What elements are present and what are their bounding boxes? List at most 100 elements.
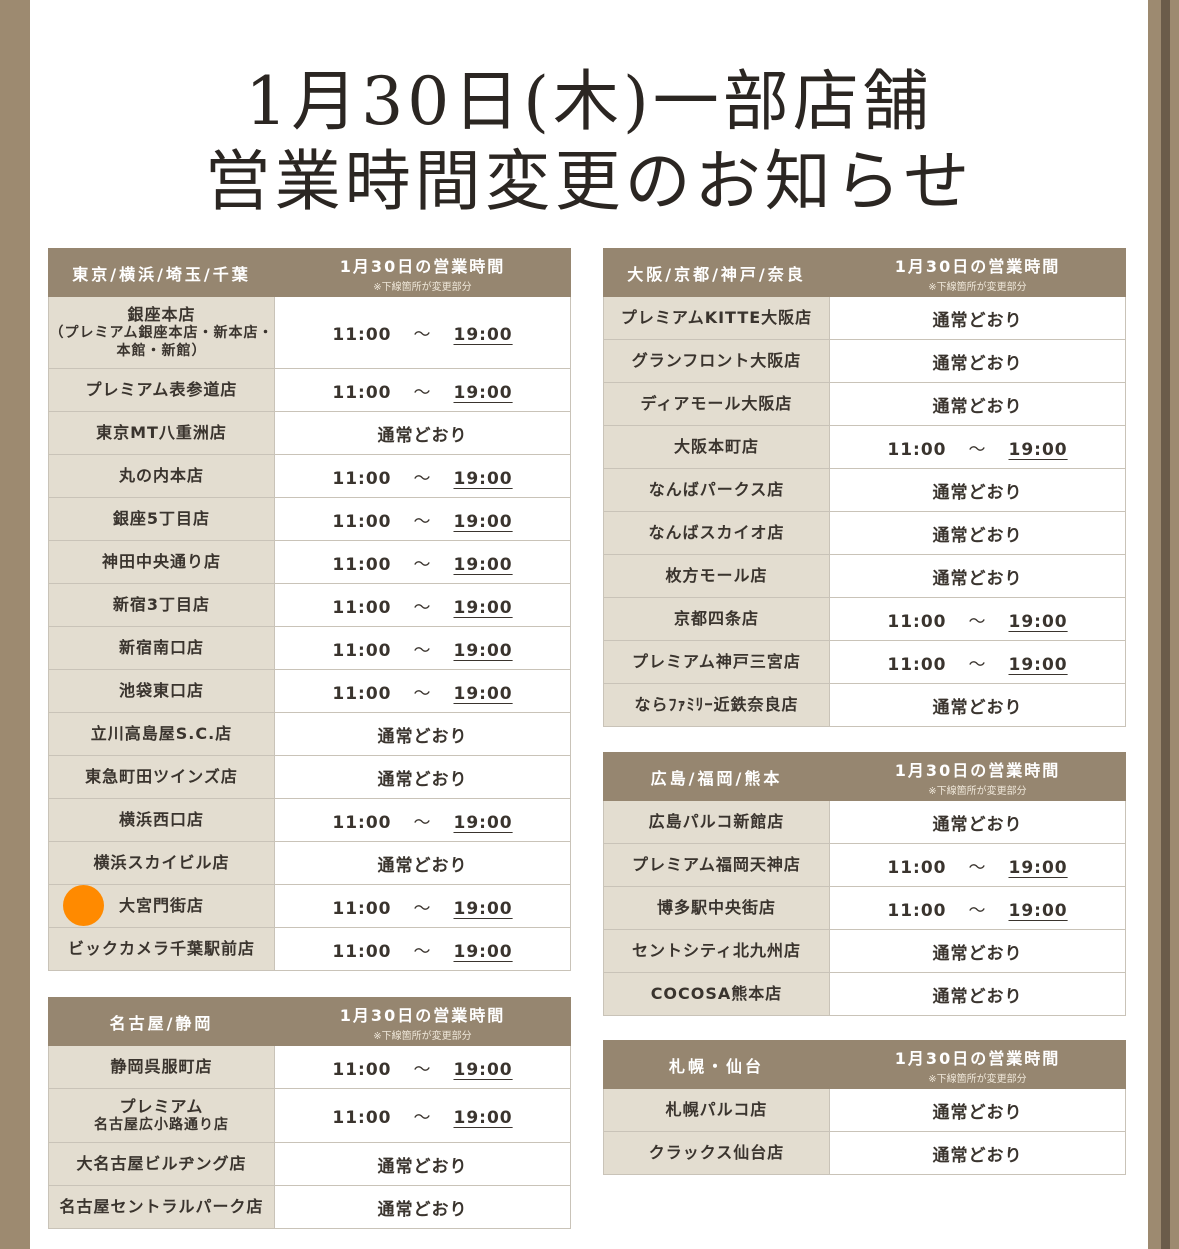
hours-header-note: ※下線箇所が変更部分 <box>928 281 1027 293</box>
store-name: なんばパークス店 <box>603 468 830 512</box>
store-name: プレミアムKITTE大阪店 <box>603 296 830 340</box>
store-hours: 11:00 〜 19:00 <box>274 927 571 971</box>
hours-header-note: ※下線箇所が変更部分 <box>373 1030 472 1042</box>
store-name: 博多駅中央街店 <box>603 886 830 930</box>
table-row: プレミアム 名古屋広小路通り店 11:00 〜 19:00 <box>48 1088 571 1143</box>
hours-header-note: ※下線箇所が変更部分 <box>928 1073 1027 1085</box>
open-time: 11:00 <box>887 900 947 921</box>
store-name: 丸の内本店 <box>48 454 275 498</box>
table-row: 札幌パルコ店 通常どおり <box>603 1088 1126 1132</box>
close-time-changed: 19:00 <box>453 554 513 575</box>
table-row: 横浜スカイビル店 通常どおり <box>48 841 571 885</box>
store-hours: 通常どおり <box>829 468 1126 512</box>
frame-stripe <box>1161 0 1170 1249</box>
time-separator: 〜 <box>413 554 432 575</box>
store-hours: 通常どおり <box>274 411 571 455</box>
open-time: 11:00 <box>332 468 392 489</box>
close-time-changed: 19:00 <box>1008 654 1068 675</box>
store-name: 静岡呉服町店 <box>48 1045 275 1089</box>
table-row: 新宿3丁目店 11:00 〜 19:00 <box>48 583 571 627</box>
store-name: 大阪本町店 <box>603 425 830 469</box>
table-row: プレミアム福岡天神店 11:00 〜 19:00 <box>603 843 1126 887</box>
table-row: 静岡呉服町店 11:00 〜 19:00 <box>48 1045 571 1089</box>
open-time: 11:00 <box>887 857 947 878</box>
store-name: ならﾌｧﾐﾘｰ近鉄奈良店 <box>603 683 830 727</box>
store-hours-table: 札幌・仙台 1月30日の営業時間 ※下線箇所が変更部分 札幌パルコ店 通常どおり クラック… <box>603 1040 1126 1175</box>
open-time: 11:00 <box>332 640 392 661</box>
store-name: なんばスカイオ店 <box>603 511 830 555</box>
store-hours: 11:00 〜 19:00 <box>829 425 1126 469</box>
table-row: なんばパークス店 通常どおり <box>603 468 1126 512</box>
hours-header: 1月30日の営業時間 ※下線箇所が変更部分 <box>829 752 1126 801</box>
open-time: 11:00 <box>332 898 392 919</box>
store-hours: 通常どおり <box>829 1088 1126 1132</box>
area-header: 札幌・仙台 <box>603 1040 830 1089</box>
store-hours: 11:00 〜 19:00 <box>274 669 571 713</box>
table-header-row: 名古屋/静岡 1月30日の営業時間 ※下線箇所が変更部分 <box>48 997 571 1046</box>
table-header-row: 広島/福岡/熊本 1月30日の営業時間 ※下線箇所が変更部分 <box>603 752 1126 801</box>
store-name: 銀座5丁目店 <box>48 497 275 541</box>
store-name: 銀座本店 （プレミアム銀座本店・新本店・本館・新館） <box>48 296 275 369</box>
store-hours: 通常どおり <box>274 841 571 885</box>
table-row: 新宿南口店 11:00 〜 19:00 <box>48 626 571 670</box>
time-separator: 〜 <box>968 439 987 460</box>
page-title-line2: 営業時間変更のお知らせ <box>204 143 974 220</box>
store-hours: 11:00 〜 19:00 <box>274 540 571 584</box>
store-name: プレミアム神戸三宮店 <box>603 640 830 684</box>
time-separator: 〜 <box>968 654 987 675</box>
close-time-changed: 19:00 <box>453 640 513 661</box>
store-name: 東京MT八重洲店 <box>48 411 275 455</box>
time-separator: 〜 <box>413 597 432 618</box>
store-hours: 11:00 〜 19:00 <box>274 884 571 928</box>
store-hours: 通常どおり <box>829 339 1126 383</box>
store-name: 枚方モール店 <box>603 554 830 598</box>
open-time: 11:00 <box>332 382 392 403</box>
time-separator: 〜 <box>968 857 987 878</box>
area-header: 大阪/京都/神戸/奈良 <box>603 248 830 297</box>
store-name: プレミアム表参道店 <box>48 368 275 412</box>
store-hours: 11:00 〜 19:00 <box>274 798 571 842</box>
store-name: 名古屋セントラルパーク店 <box>48 1185 275 1229</box>
close-time-changed: 19:00 <box>1008 439 1068 460</box>
open-time: 11:00 <box>332 941 392 962</box>
table-row: 神田中央通り店 11:00 〜 19:00 <box>48 540 571 584</box>
table-row: COCOSA熊本店 通常どおり <box>603 972 1126 1016</box>
hours-header-title: 1月30日の営業時間 <box>894 256 1061 276</box>
open-time: 11:00 <box>332 511 392 532</box>
store-name: プレミアム 名古屋広小路通り店 <box>48 1088 275 1143</box>
table-row: 名古屋セントラルパーク店 通常どおり <box>48 1185 571 1229</box>
table-row: 銀座本店 （プレミアム銀座本店・新本店・本館・新館） 11:00 〜 19:00 <box>48 296 571 369</box>
table-row: プレミアム表参道店 11:00 〜 19:00 <box>48 368 571 412</box>
time-separator: 〜 <box>413 941 432 962</box>
store-hours: 11:00 〜 19:00 <box>274 454 571 498</box>
page-title-line1: 1月30日(木)一部店舗 <box>245 63 933 140</box>
store-name: ディアモール大阪店 <box>603 382 830 426</box>
store-hours: 通常どおり <box>829 296 1126 340</box>
table-row: 枚方モール店 通常どおり <box>603 554 1126 598</box>
table-row: 池袋東口店 11:00 〜 19:00 <box>48 669 571 713</box>
store-name: COCOSA熊本店 <box>603 972 830 1016</box>
close-time-changed: 19:00 <box>1008 857 1068 878</box>
table-row: ビックカメラ千葉駅前店 11:00 〜 19:00 <box>48 927 571 971</box>
touch-indicator <box>63 885 104 926</box>
open-time: 11:00 <box>887 611 947 632</box>
close-time-changed: 19:00 <box>453 511 513 532</box>
store-hours: 通常どおり <box>274 755 571 799</box>
store-name: 大名古屋ビルヂング店 <box>48 1142 275 1186</box>
time-separator: 〜 <box>413 325 432 345</box>
open-time: 11:00 <box>332 554 392 575</box>
table-row: プレミアムKITTE大阪店 通常どおり <box>603 296 1126 340</box>
hours-header-note: ※下線箇所が変更部分 <box>373 281 472 293</box>
store-hours: 11:00 〜 19:00 <box>829 597 1126 641</box>
store-hours: 11:00 〜 19:00 <box>274 626 571 670</box>
close-time-changed: 19:00 <box>453 597 513 618</box>
table-row: ならﾌｧﾐﾘｰ近鉄奈良店 通常どおり <box>603 683 1126 727</box>
area-header: 広島/福岡/熊本 <box>603 752 830 801</box>
store-hours: 11:00 〜 19:00 <box>274 1088 571 1143</box>
close-time-changed: 19:00 <box>453 1108 513 1128</box>
table-row: グランフロント大阪店 通常どおり <box>603 339 1126 383</box>
open-time: 11:00 <box>332 325 392 345</box>
store-name: 横浜スカイビル店 <box>48 841 275 885</box>
hours-header-title: 1月30日の営業時間 <box>339 1005 506 1025</box>
store-hours: 通常どおり <box>274 1142 571 1186</box>
